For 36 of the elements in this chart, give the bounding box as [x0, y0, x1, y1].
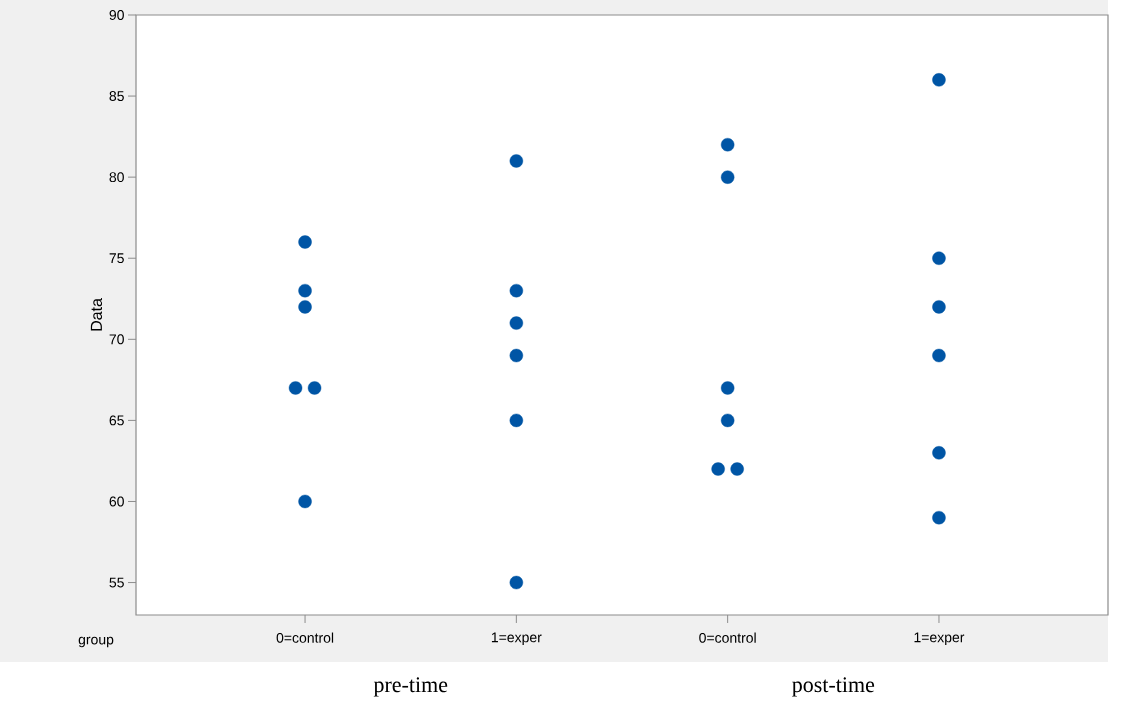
point [509, 348, 524, 363]
point [932, 446, 946, 460]
x-tick-label: 1=exper [914, 632, 965, 646]
point [298, 494, 312, 509]
point [932, 73, 946, 87]
point [720, 138, 735, 152]
point [932, 251, 946, 265]
y-tick-label: 70 [109, 334, 124, 345]
point [509, 283, 524, 298]
point [509, 413, 524, 428]
y-tick-label: 85 [109, 91, 124, 102]
point [509, 316, 524, 330]
point [509, 154, 524, 168]
y-tick-label: 90 [109, 10, 124, 20]
y-tick-label: 75 [109, 253, 124, 264]
y-tick-label: 60 [109, 496, 124, 507]
text: post-time [792, 677, 875, 697]
point [720, 413, 735, 428]
x-tick-label: 1=exper [491, 632, 542, 646]
x-tick-label: 0=control [276, 632, 334, 643]
point [720, 381, 735, 395]
point [720, 170, 735, 184]
point [932, 300, 946, 314]
point [932, 348, 946, 363]
y-axis-title: Data [90, 298, 103, 331]
y-tick-label: 80 [109, 172, 124, 183]
point [298, 235, 312, 249]
y-tick-label: 55 [109, 577, 124, 588]
point [932, 510, 946, 525]
y-tick-label: 65 [109, 415, 124, 426]
x-tick-label: 0=control [699, 632, 756, 643]
point [298, 300, 312, 314]
point [298, 283, 312, 298]
point [509, 575, 524, 590]
text: pre-time [373, 677, 448, 697]
x-axis-title: group [78, 636, 114, 648]
